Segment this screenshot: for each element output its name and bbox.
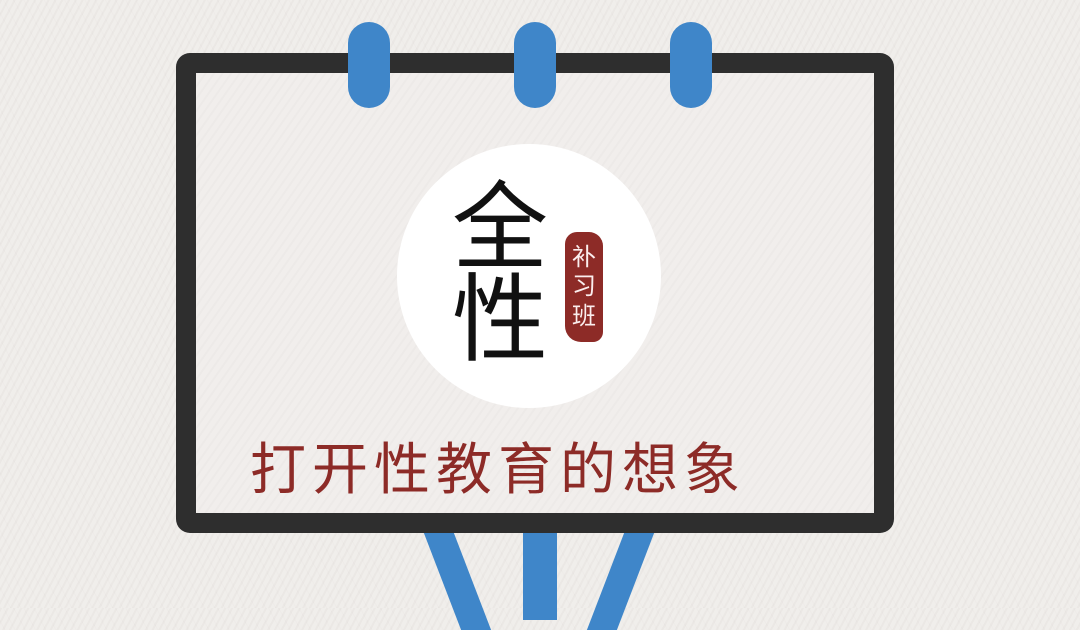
seal-character: 习 [572,272,596,301]
easel-scene: 全 性 补 习 班 打开性教育的想象 [176,22,894,630]
easel-leg-right [586,520,660,630]
seal-character: 班 [572,301,596,330]
logo-character: 性 [452,264,548,376]
seal-character: 补 [572,243,596,272]
logo-character: 全 [452,172,548,284]
seal-stamp: 补 习 班 [565,232,603,342]
easel-leg-left [418,520,492,630]
binder-ring-icon [348,22,390,108]
binder-ring-icon [514,22,556,108]
binder-ring-icon [670,22,712,108]
logo-badge [397,144,661,408]
slogan-text: 打开性教育的想象 [250,438,746,503]
easel-leg-center [523,520,557,620]
